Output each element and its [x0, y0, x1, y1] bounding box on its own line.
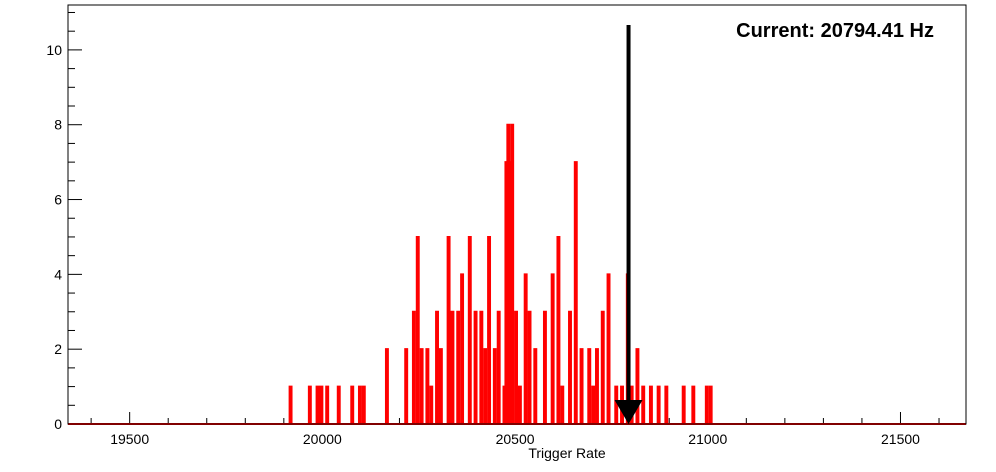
histogram-bin [336, 385, 341, 424]
histogram-bin [600, 310, 605, 424]
histogram-bin [446, 235, 451, 424]
histogram-bin [587, 348, 592, 424]
histogram-bin [307, 385, 312, 424]
histogram-bin [473, 310, 478, 424]
histogram-bin [425, 348, 430, 424]
histogram-bin [691, 385, 696, 424]
histogram-bin [648, 385, 653, 424]
histogram-bin [438, 348, 443, 424]
x-tick-label: 21500 [881, 431, 920, 447]
histogram-bin [487, 235, 492, 424]
histogram-bin [325, 385, 330, 424]
histogram-bin [591, 385, 596, 424]
histogram-bin [635, 348, 640, 424]
x-tick-label: 20000 [303, 431, 342, 447]
histogram-bin [517, 385, 522, 424]
histogram-bin [450, 310, 455, 424]
current-rate-arrow [614, 25, 643, 424]
histogram-bin [460, 273, 465, 424]
histogram-bin [315, 385, 320, 424]
histogram-bin [404, 348, 409, 424]
histogram-bin [411, 310, 416, 424]
y-tick-label: 0 [54, 416, 62, 432]
x-axis-title: Trigger Rate [528, 445, 606, 461]
histogram-bin [350, 385, 355, 424]
y-tick-label: 6 [54, 192, 62, 208]
y-tick-label: 10 [46, 42, 62, 58]
histogram-bin [415, 235, 420, 424]
histogram-bin [467, 235, 472, 424]
histogram-bin [435, 310, 439, 424]
histogram-bin [479, 310, 484, 424]
histogram-bin [704, 385, 709, 424]
histogram-bin [523, 273, 528, 424]
arrow-head [614, 400, 643, 424]
histogram-bin [664, 385, 669, 424]
plot-frame [67, 4, 967, 425]
y-tick-label: 4 [54, 266, 62, 282]
histogram-bin [492, 348, 497, 424]
histogram-bin [496, 310, 501, 424]
y-axis-ticks: 0 2 4 6 8 10 [46, 11, 82, 432]
histogram-bin [319, 385, 324, 424]
histogram-bin [656, 385, 661, 424]
histogram-bin [595, 348, 599, 424]
histogram-bin [533, 348, 538, 424]
histogram-bin [579, 348, 584, 424]
histogram-bin [556, 235, 561, 424]
histogram-bin [456, 310, 461, 424]
histogram-bin [560, 385, 565, 424]
histogram-bin [550, 273, 555, 424]
histogram-bin [357, 385, 362, 424]
histogram-bin [614, 385, 619, 424]
histogram-bin [527, 310, 532, 424]
histogram-bin [573, 161, 578, 424]
histogram-bin [606, 273, 611, 424]
x-axis-ticks: 19500 20000 20500 21000 21500 [90, 412, 940, 447]
y-tick-label: 2 [54, 341, 62, 357]
histogram-bin [384, 348, 389, 424]
histogram-bin [681, 385, 686, 424]
x-tick-label: 19500 [110, 431, 149, 447]
current-rate-label: Current: 20794.41 Hz [736, 20, 934, 42]
histogram-bin [483, 348, 488, 424]
histogram-bin [542, 310, 547, 424]
histogram-bin [510, 123, 515, 424]
histogram-bin [708, 385, 713, 424]
histogram-bin [514, 310, 518, 424]
histogram-bin [568, 310, 572, 424]
histogram-bin [361, 385, 366, 424]
x-tick-label: 21000 [688, 431, 727, 447]
y-tick-label: 8 [54, 117, 62, 133]
histogram-bin [419, 348, 424, 424]
x-tick-label: 20500 [496, 431, 535, 447]
histogram-bin [429, 385, 434, 424]
histogram-bin [641, 385, 646, 424]
histogram-bin [288, 385, 293, 424]
